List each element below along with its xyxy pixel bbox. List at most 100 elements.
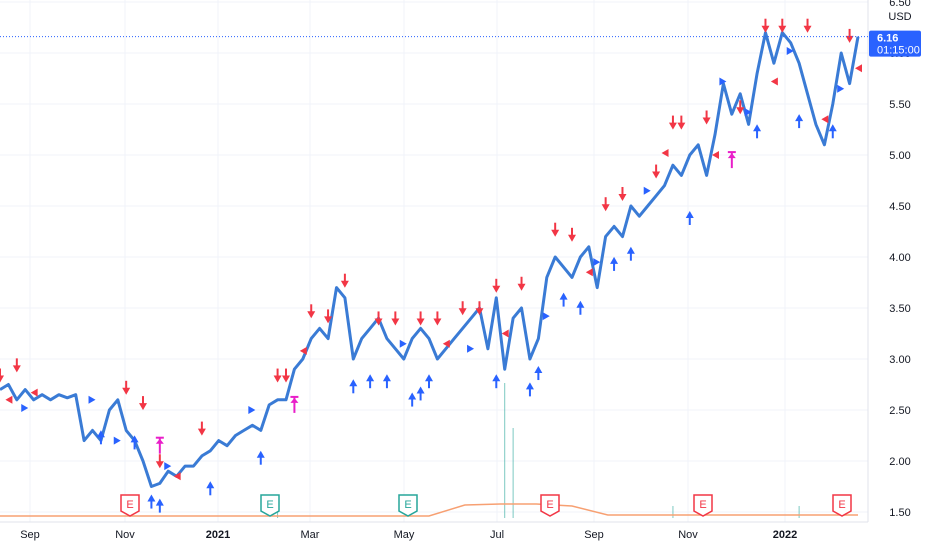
y-tick-label: 3.50	[889, 303, 910, 315]
sell-arrow-icon-head	[702, 117, 711, 125]
x-tick-label: 2022	[773, 529, 797, 541]
sell-arrow-icon	[307, 304, 316, 319]
right-triangle-icon	[786, 46, 794, 55]
x-tick-label: Jul	[490, 529, 504, 541]
earnings-event-icon[interactable]: E	[398, 494, 418, 517]
buy-arrow-icon	[685, 211, 694, 225]
sell-arrow-icon	[652, 164, 661, 179]
right-triangle-icon	[837, 84, 845, 93]
buy-arrow-icon-head	[685, 211, 694, 218]
earnings-badge-shape	[832, 494, 852, 517]
earnings-event-icon[interactable]: E	[540, 494, 560, 517]
buy-arrow-icon	[366, 374, 375, 389]
sell-arrow-icon-head	[197, 428, 206, 436]
x-tick-label: May	[394, 529, 415, 541]
buy-arrow-icon-head	[416, 386, 425, 394]
sell-arrow-icon	[517, 276, 526, 291]
right-triangle-icon	[164, 462, 172, 471]
earnings-event-icon[interactable]: E	[832, 494, 852, 517]
sell-arrow-icon	[803, 18, 812, 33]
sell-arrow-icon-head	[803, 25, 812, 33]
sell-arrow-icon	[197, 421, 206, 436]
buy-arrow-icon-head	[130, 435, 139, 443]
earnings-event-icon[interactable]: E	[120, 494, 140, 517]
buy-arrow-icon	[753, 124, 762, 139]
sell-arrow-icon	[273, 368, 282, 383]
buy-arrow-icon	[256, 450, 265, 465]
left-triangle-icon	[821, 115, 829, 124]
buy-arrow-icon	[610, 256, 619, 271]
y-tick-label: 4.00	[889, 252, 910, 264]
price-axis[interactable]: 6.506.005.505.004.504.003.503.002.502.00…	[889, 0, 910, 519]
sell-arrow-icon-head	[618, 194, 627, 201]
sell-arrow-icon-head	[551, 229, 560, 237]
sell-arrow-icon-head	[778, 25, 787, 33]
sell-arrow-icon-head	[139, 403, 147, 411]
buy-arrow-icon	[408, 392, 417, 407]
left-triangle-icon	[30, 388, 38, 397]
last-price-badge: 6.16 01:15:00	[869, 30, 921, 57]
buy-arrow-icon-head	[626, 246, 635, 254]
sell-arrow-icon	[282, 368, 290, 383]
earnings-event-icon[interactable]: E	[260, 494, 280, 517]
earnings-badge-shape	[540, 494, 560, 517]
buy-arrow-icon-head	[382, 374, 391, 382]
sell-arrow-icon-head	[677, 122, 686, 130]
buy-arrow-icon	[349, 379, 358, 394]
sell-arrow-icon	[551, 222, 560, 237]
sell-arrow-icon	[374, 311, 383, 326]
right-triangle-icon	[719, 77, 727, 86]
last-price-value: 6.16	[877, 33, 898, 45]
sell-arrow-icon-head	[761, 25, 770, 33]
sell-arrow-icon-head	[736, 107, 745, 115]
left-triangle-icon	[585, 268, 593, 277]
sell-arrow-icon-head	[374, 318, 383, 326]
right-triangle-icon	[467, 344, 475, 353]
sell-arrow-icon	[702, 110, 711, 125]
buy-arrow-icon-head	[206, 481, 215, 489]
sell-arrow-icon-head	[273, 375, 282, 383]
y-tick-label: 2.50	[889, 405, 910, 417]
bar-countdown: 01:15:00	[877, 45, 920, 57]
time-axis[interactable]: Sep Nov 2021 Mar May Jul Sep Nov 2022	[20, 529, 797, 541]
sell-arrow-icon-head	[433, 318, 442, 326]
x-tick-label: Mar	[301, 529, 320, 541]
buy-arrow-icon	[425, 374, 433, 389]
buy-arrow-icon	[206, 481, 215, 496]
price-line-layer	[0, 31, 860, 488]
magenta-signal-icon	[727, 151, 736, 169]
buy-arrow-icon-head	[492, 374, 501, 382]
sell-arrow-icon-head	[122, 387, 131, 395]
sell-arrow-icon-head	[845, 35, 854, 43]
y-tick-label: 5.00	[889, 150, 910, 162]
earnings-event-icon[interactable]: E	[693, 494, 713, 517]
magenta-signal-icon	[290, 395, 299, 413]
last-price-badge-bg	[869, 30, 921, 57]
earnings-badge-label: E	[404, 499, 411, 511]
price-series-line	[0, 31, 860, 488]
left-triangle-icon	[5, 395, 13, 404]
sell-arrow-icon-head	[155, 461, 164, 469]
sell-arrow-icon	[122, 380, 131, 395]
buy-arrow-icon-head	[425, 374, 433, 382]
buy-arrow-icon-head	[525, 382, 534, 390]
right-triangle-icon	[593, 258, 601, 267]
sell-arrow-icon-head	[282, 375, 290, 383]
grid	[0, 0, 868, 522]
sell-arrow-icon	[778, 18, 787, 33]
sell-arrow-icon-head	[475, 308, 484, 316]
sell-arrow-icon	[568, 227, 576, 242]
right-triangle-icon	[88, 395, 96, 404]
magenta-signal-head	[290, 397, 299, 403]
buy-arrow-icon	[525, 382, 534, 397]
left-triangle-icon	[442, 339, 450, 348]
earnings-badge-shape	[260, 494, 280, 517]
sell-arrow-icon-head	[391, 318, 400, 326]
buy-arrow-icon	[147, 494, 156, 509]
sell-arrow-icon-head	[12, 365, 21, 373]
buy-arrow-icon	[130, 435, 139, 450]
sell-arrow-icon-head	[458, 308, 467, 316]
